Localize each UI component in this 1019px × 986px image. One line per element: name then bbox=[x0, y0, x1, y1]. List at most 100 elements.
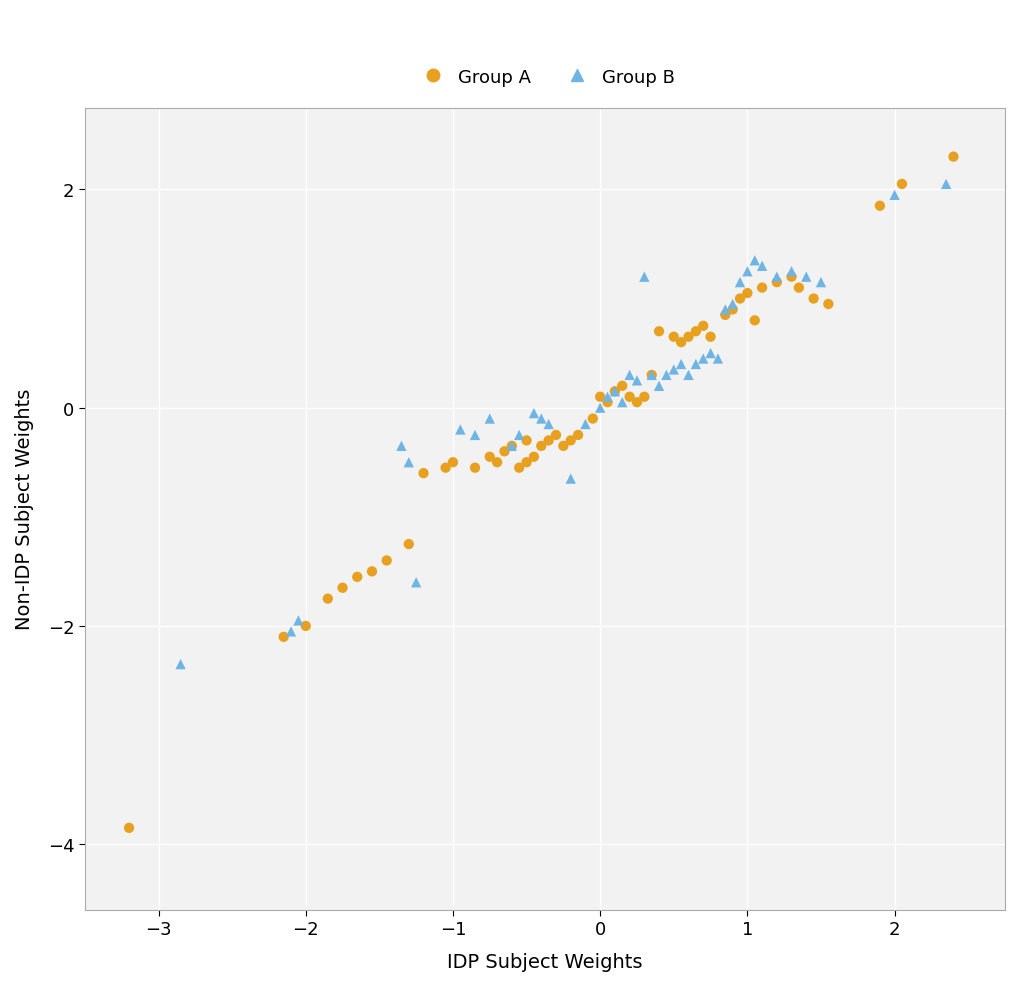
Group A bbox=[518, 455, 534, 470]
Group A bbox=[562, 433, 579, 449]
Group B bbox=[393, 439, 410, 455]
Group A bbox=[533, 439, 549, 455]
Group A bbox=[488, 455, 504, 470]
Group B bbox=[687, 357, 703, 373]
Group A bbox=[650, 324, 666, 340]
Group A bbox=[819, 297, 836, 313]
Group A bbox=[525, 450, 541, 465]
Group A bbox=[783, 269, 799, 285]
X-axis label: IDP Subject Weights: IDP Subject Weights bbox=[446, 952, 642, 971]
Group A bbox=[606, 384, 623, 399]
Legend: Group A, Group B: Group A, Group B bbox=[408, 61, 682, 94]
Group B bbox=[797, 269, 813, 285]
Group A bbox=[518, 433, 534, 449]
Group A bbox=[628, 395, 644, 411]
Group B bbox=[680, 368, 696, 384]
Group B bbox=[599, 389, 615, 405]
Group B bbox=[400, 455, 417, 470]
Group A bbox=[723, 303, 740, 318]
Group A bbox=[643, 368, 659, 384]
Group A bbox=[768, 275, 785, 291]
Group B bbox=[621, 368, 637, 384]
Group A bbox=[570, 428, 586, 444]
Group B bbox=[665, 362, 682, 378]
Group B bbox=[650, 379, 666, 394]
Group A bbox=[348, 569, 365, 585]
Group A bbox=[636, 389, 652, 405]
Group A bbox=[584, 411, 600, 427]
Group A bbox=[554, 439, 571, 455]
Group A bbox=[680, 329, 696, 345]
Group A bbox=[121, 820, 138, 836]
Group A bbox=[665, 329, 682, 345]
Group B bbox=[643, 368, 659, 384]
Group B bbox=[525, 406, 541, 422]
Group B bbox=[511, 428, 527, 444]
Group B bbox=[753, 258, 769, 274]
Group A bbox=[437, 460, 453, 476]
Group A bbox=[739, 286, 755, 302]
Group B bbox=[768, 269, 785, 285]
Group B bbox=[739, 264, 755, 280]
Group A bbox=[444, 455, 461, 470]
Group A bbox=[378, 553, 394, 569]
Group B bbox=[783, 264, 799, 280]
Group B bbox=[694, 351, 710, 367]
Group A bbox=[621, 389, 637, 405]
Group B bbox=[732, 275, 748, 291]
Group B bbox=[591, 400, 607, 416]
Group B bbox=[533, 411, 549, 427]
Group A bbox=[673, 335, 689, 351]
Group A bbox=[790, 280, 806, 296]
Group B bbox=[613, 395, 630, 411]
Group B bbox=[673, 357, 689, 373]
Group B bbox=[577, 417, 593, 433]
Group A bbox=[275, 629, 291, 645]
Group A bbox=[716, 308, 733, 323]
Group A bbox=[732, 291, 748, 307]
Group A bbox=[364, 564, 380, 580]
Group B bbox=[540, 417, 556, 433]
Group B bbox=[562, 471, 579, 487]
Group A bbox=[805, 291, 821, 307]
Group A bbox=[511, 460, 527, 476]
Y-axis label: Non-IDP Subject Weights: Non-IDP Subject Weights bbox=[15, 388, 34, 630]
Group A bbox=[893, 176, 909, 192]
Group B bbox=[503, 439, 520, 455]
Group A bbox=[746, 314, 762, 329]
Group A bbox=[702, 329, 718, 345]
Group A bbox=[298, 618, 314, 634]
Group B bbox=[408, 575, 424, 591]
Group A bbox=[467, 460, 483, 476]
Group A bbox=[547, 428, 564, 444]
Group B bbox=[723, 297, 740, 313]
Group B bbox=[716, 303, 733, 318]
Group A bbox=[319, 592, 335, 607]
Group A bbox=[481, 450, 497, 465]
Group A bbox=[599, 395, 615, 411]
Group B bbox=[657, 368, 674, 384]
Group A bbox=[415, 465, 431, 481]
Group A bbox=[503, 439, 520, 455]
Group B bbox=[290, 613, 307, 629]
Group B bbox=[812, 275, 828, 291]
Group B bbox=[886, 187, 902, 203]
Group A bbox=[400, 536, 417, 552]
Group B bbox=[937, 176, 954, 192]
Group B bbox=[746, 253, 762, 269]
Group A bbox=[694, 318, 710, 334]
Group A bbox=[687, 324, 703, 340]
Group A bbox=[871, 198, 888, 214]
Group B bbox=[636, 269, 652, 285]
Group B bbox=[481, 411, 497, 427]
Group A bbox=[753, 280, 769, 296]
Group B bbox=[172, 657, 189, 672]
Group B bbox=[606, 384, 623, 399]
Group A bbox=[613, 379, 630, 394]
Group A bbox=[334, 580, 351, 596]
Group A bbox=[591, 389, 607, 405]
Group B bbox=[451, 422, 468, 438]
Group B bbox=[709, 351, 726, 367]
Group A bbox=[540, 433, 556, 449]
Group A bbox=[945, 150, 961, 166]
